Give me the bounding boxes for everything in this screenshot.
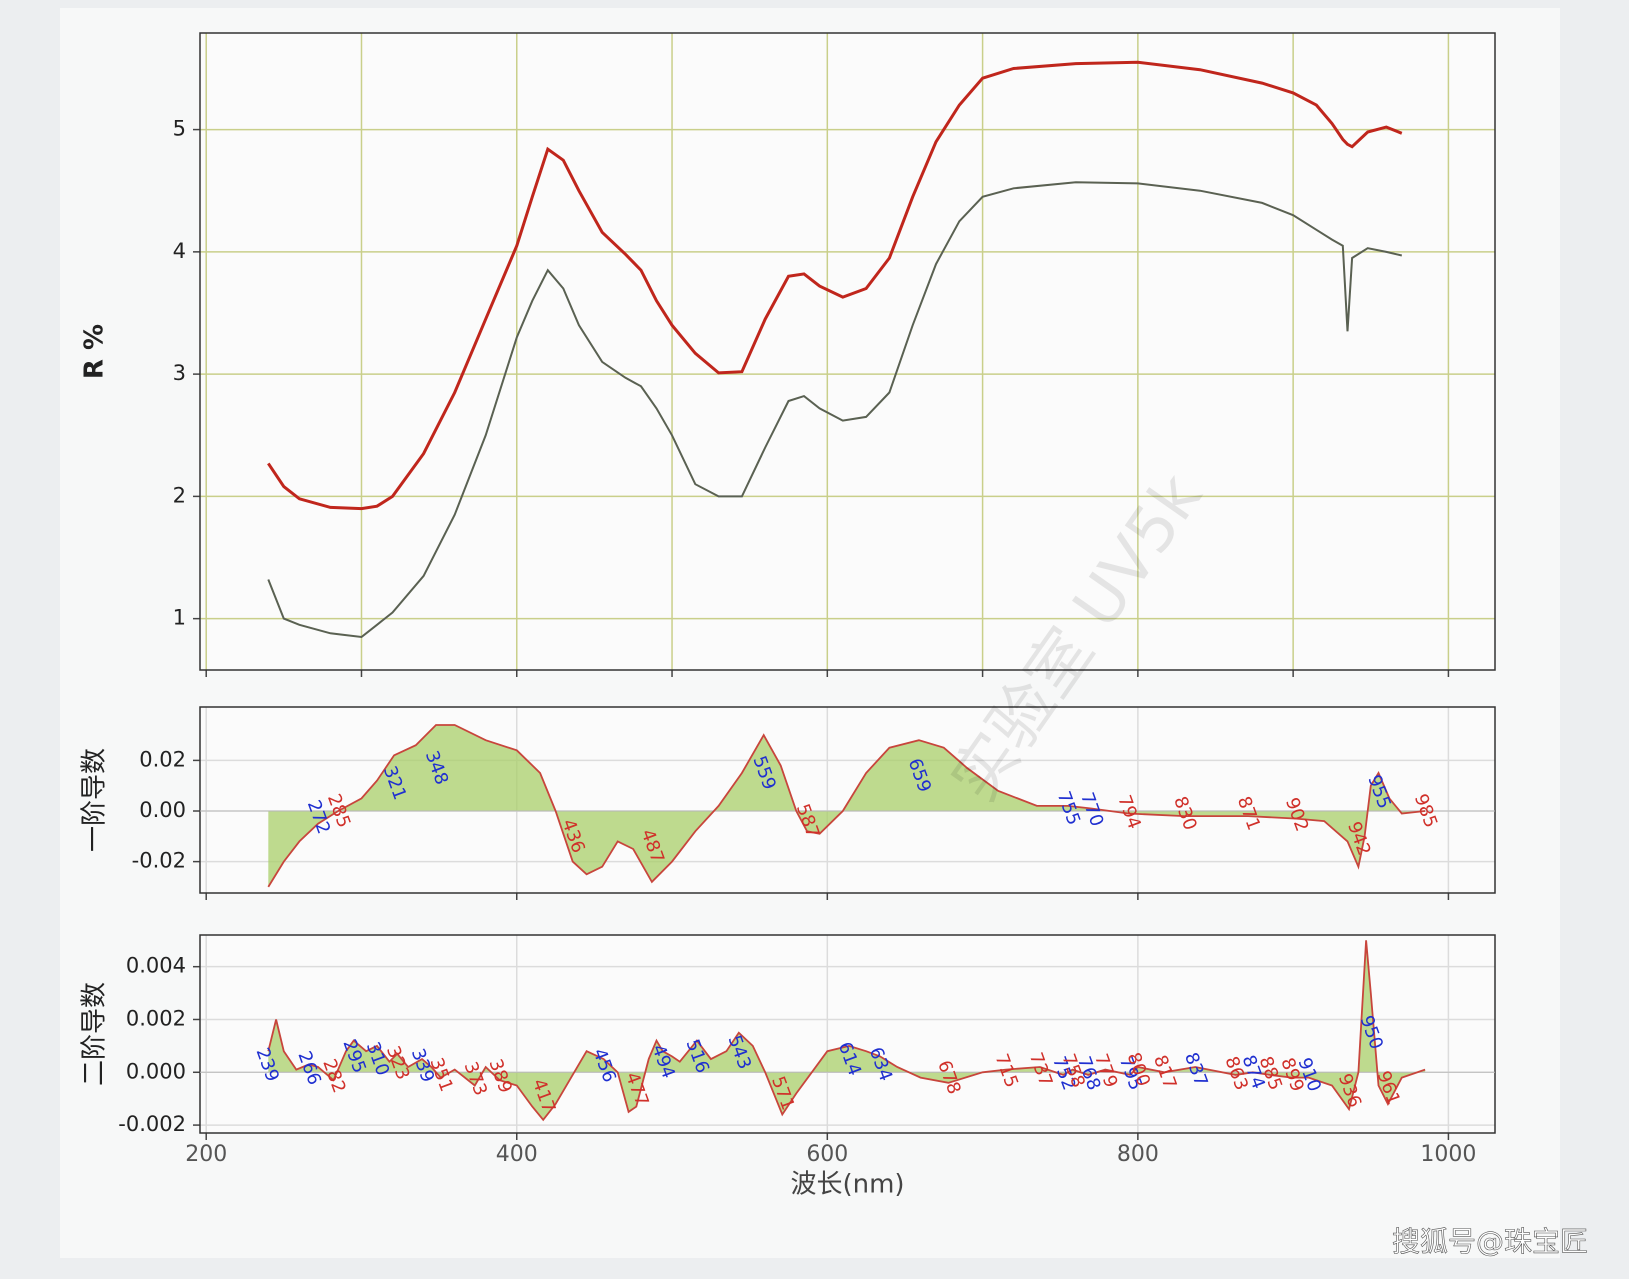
y-tick-label: 0.02	[139, 747, 186, 771]
y-tick-label: 2	[173, 483, 186, 507]
x-tick-label: 200	[185, 1142, 227, 1167]
y-axis-label: R %	[80, 324, 110, 379]
y-tick-label: 1	[173, 606, 186, 630]
y-tick-label: 0.00	[139, 798, 186, 822]
x-tick-label: 600	[806, 1142, 848, 1167]
line	[267, 940, 1426, 1122]
plot-area	[200, 935, 1495, 1133]
line	[267, 181, 1403, 639]
x-tick-label: 400	[496, 1142, 538, 1167]
line	[267, 724, 1426, 888]
plot-frame	[199, 934, 1496, 1134]
y-axis-label: 二阶导数	[80, 982, 110, 1086]
plot-frame	[199, 706, 1496, 894]
y-tick-label: 0.000	[126, 1059, 186, 1083]
y-tick-label: 0.002	[126, 1006, 186, 1030]
y-tick-label: -0.02	[132, 849, 186, 873]
y-tick-label: 3	[173, 361, 186, 385]
plot-area	[200, 33, 1495, 670]
y-tick-label: 4	[173, 239, 186, 263]
y-tick-label: -0.002	[118, 1112, 186, 1136]
footer: 搜狐号@珠宝匠	[1392, 1225, 1588, 1258]
y-tick-label: 5	[173, 117, 186, 141]
x-tick-label: 800	[1117, 1142, 1159, 1167]
x-tick-label: 1000	[1420, 1142, 1476, 1167]
y-axis-label: 一阶导数	[80, 748, 110, 852]
plot-frame	[199, 32, 1496, 671]
x-axis-label: 波长(nm)	[790, 1170, 904, 1200]
y-tick-label: 0.004	[126, 954, 186, 978]
area-fill	[268, 940, 1426, 1120]
line	[267, 60, 1403, 511]
